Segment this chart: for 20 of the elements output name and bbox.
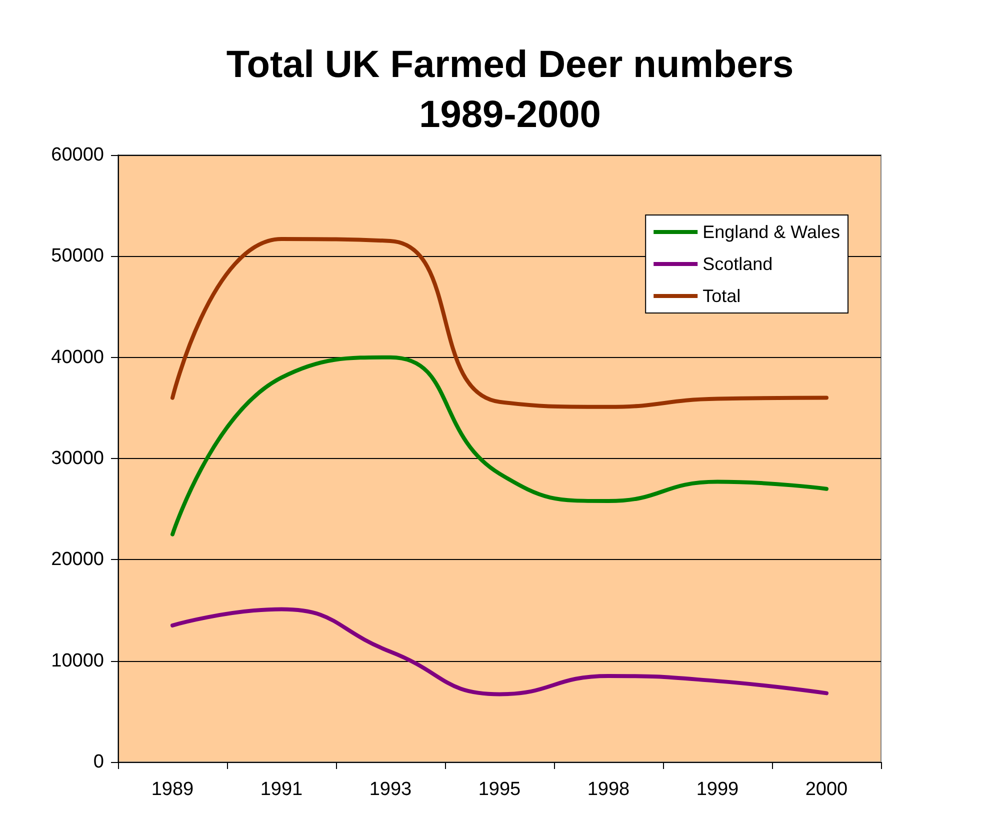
y-tick-label: 40000 <box>51 346 104 368</box>
x-tick-label: 2000 <box>805 779 848 800</box>
line-series <box>170 607 828 696</box>
y-tick-label: 60000 <box>51 144 104 166</box>
legend-label: Total <box>702 286 741 306</box>
y-tick-label: 20000 <box>51 549 104 570</box>
y-tick-label: 30000 <box>51 448 104 469</box>
x-tick-label: 1989 <box>151 779 194 800</box>
y-tick-label: 10000 <box>51 650 104 672</box>
x-tick-label: 1999 <box>696 779 739 800</box>
x-tick-label: 1993 <box>369 779 412 800</box>
x-tick-label: 1998 <box>587 779 630 800</box>
x-tick-label: 1991 <box>260 779 303 800</box>
legend-label: Scotland <box>702 254 773 274</box>
y-tick-label: 0 <box>93 752 104 772</box>
line-series <box>170 355 828 536</box>
x-tick-label: 1995 <box>478 779 521 800</box>
legend-label: England & Wales <box>702 222 840 242</box>
chart-title: Total UK Farmed Deer numbers 1989-2000 <box>226 44 794 136</box>
y-tick-label: 50000 <box>51 246 104 267</box>
